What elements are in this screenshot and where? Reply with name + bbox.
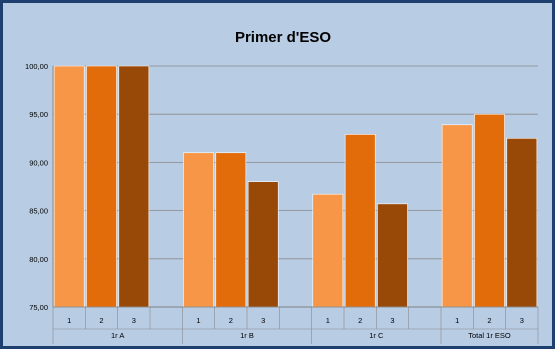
bar: [312, 193, 344, 308]
axis-layer: 75,00 80,00 85,00 90,00 95,00 100,00 1 2 3 1 2 3 1 2 3…: [25, 62, 539, 344]
x-tick-label: 2: [358, 316, 362, 325]
y-tick-label: 85,00: [29, 207, 48, 216]
bar: [474, 113, 505, 308]
x-tick-label: 1: [455, 316, 459, 325]
chart-title: Primer d'ESO: [235, 29, 331, 46]
x-tick-label: 3: [390, 316, 394, 325]
y-tick-label: 90,00: [29, 158, 48, 167]
y-tick-label: 100,00: [25, 62, 48, 71]
group-label: 1r C: [369, 331, 384, 340]
x-tick-label: 1: [196, 316, 200, 325]
group-label: 1r A: [111, 331, 124, 340]
x-tick-label: 2: [229, 316, 233, 325]
y-tick-label: 75,00: [29, 303, 48, 312]
bar: [506, 138, 538, 308]
group-label: Total 1r ESO: [468, 331, 511, 340]
bar: [215, 152, 247, 308]
y-tick-label: 95,00: [29, 110, 48, 119]
bars-layer: [53, 65, 538, 308]
bar: [53, 65, 85, 308]
x-tick-label: 3: [261, 316, 265, 325]
x-tick-label: 2: [99, 316, 103, 325]
bar: [441, 124, 473, 308]
x-tick-label: 1: [67, 316, 71, 325]
bar: [377, 203, 408, 308]
bar: [183, 152, 214, 308]
bar: [344, 134, 376, 308]
y-tick-label: 80,00: [29, 255, 48, 264]
x-tick-label: 3: [520, 316, 524, 325]
group-label: 1r B: [240, 331, 254, 340]
bar: [86, 65, 117, 308]
x-tick-label: 3: [132, 316, 136, 325]
x-tick-label: 2: [487, 316, 491, 325]
bar: [247, 181, 279, 308]
x-tick-label: 1: [326, 316, 330, 325]
bar: [118, 65, 150, 308]
